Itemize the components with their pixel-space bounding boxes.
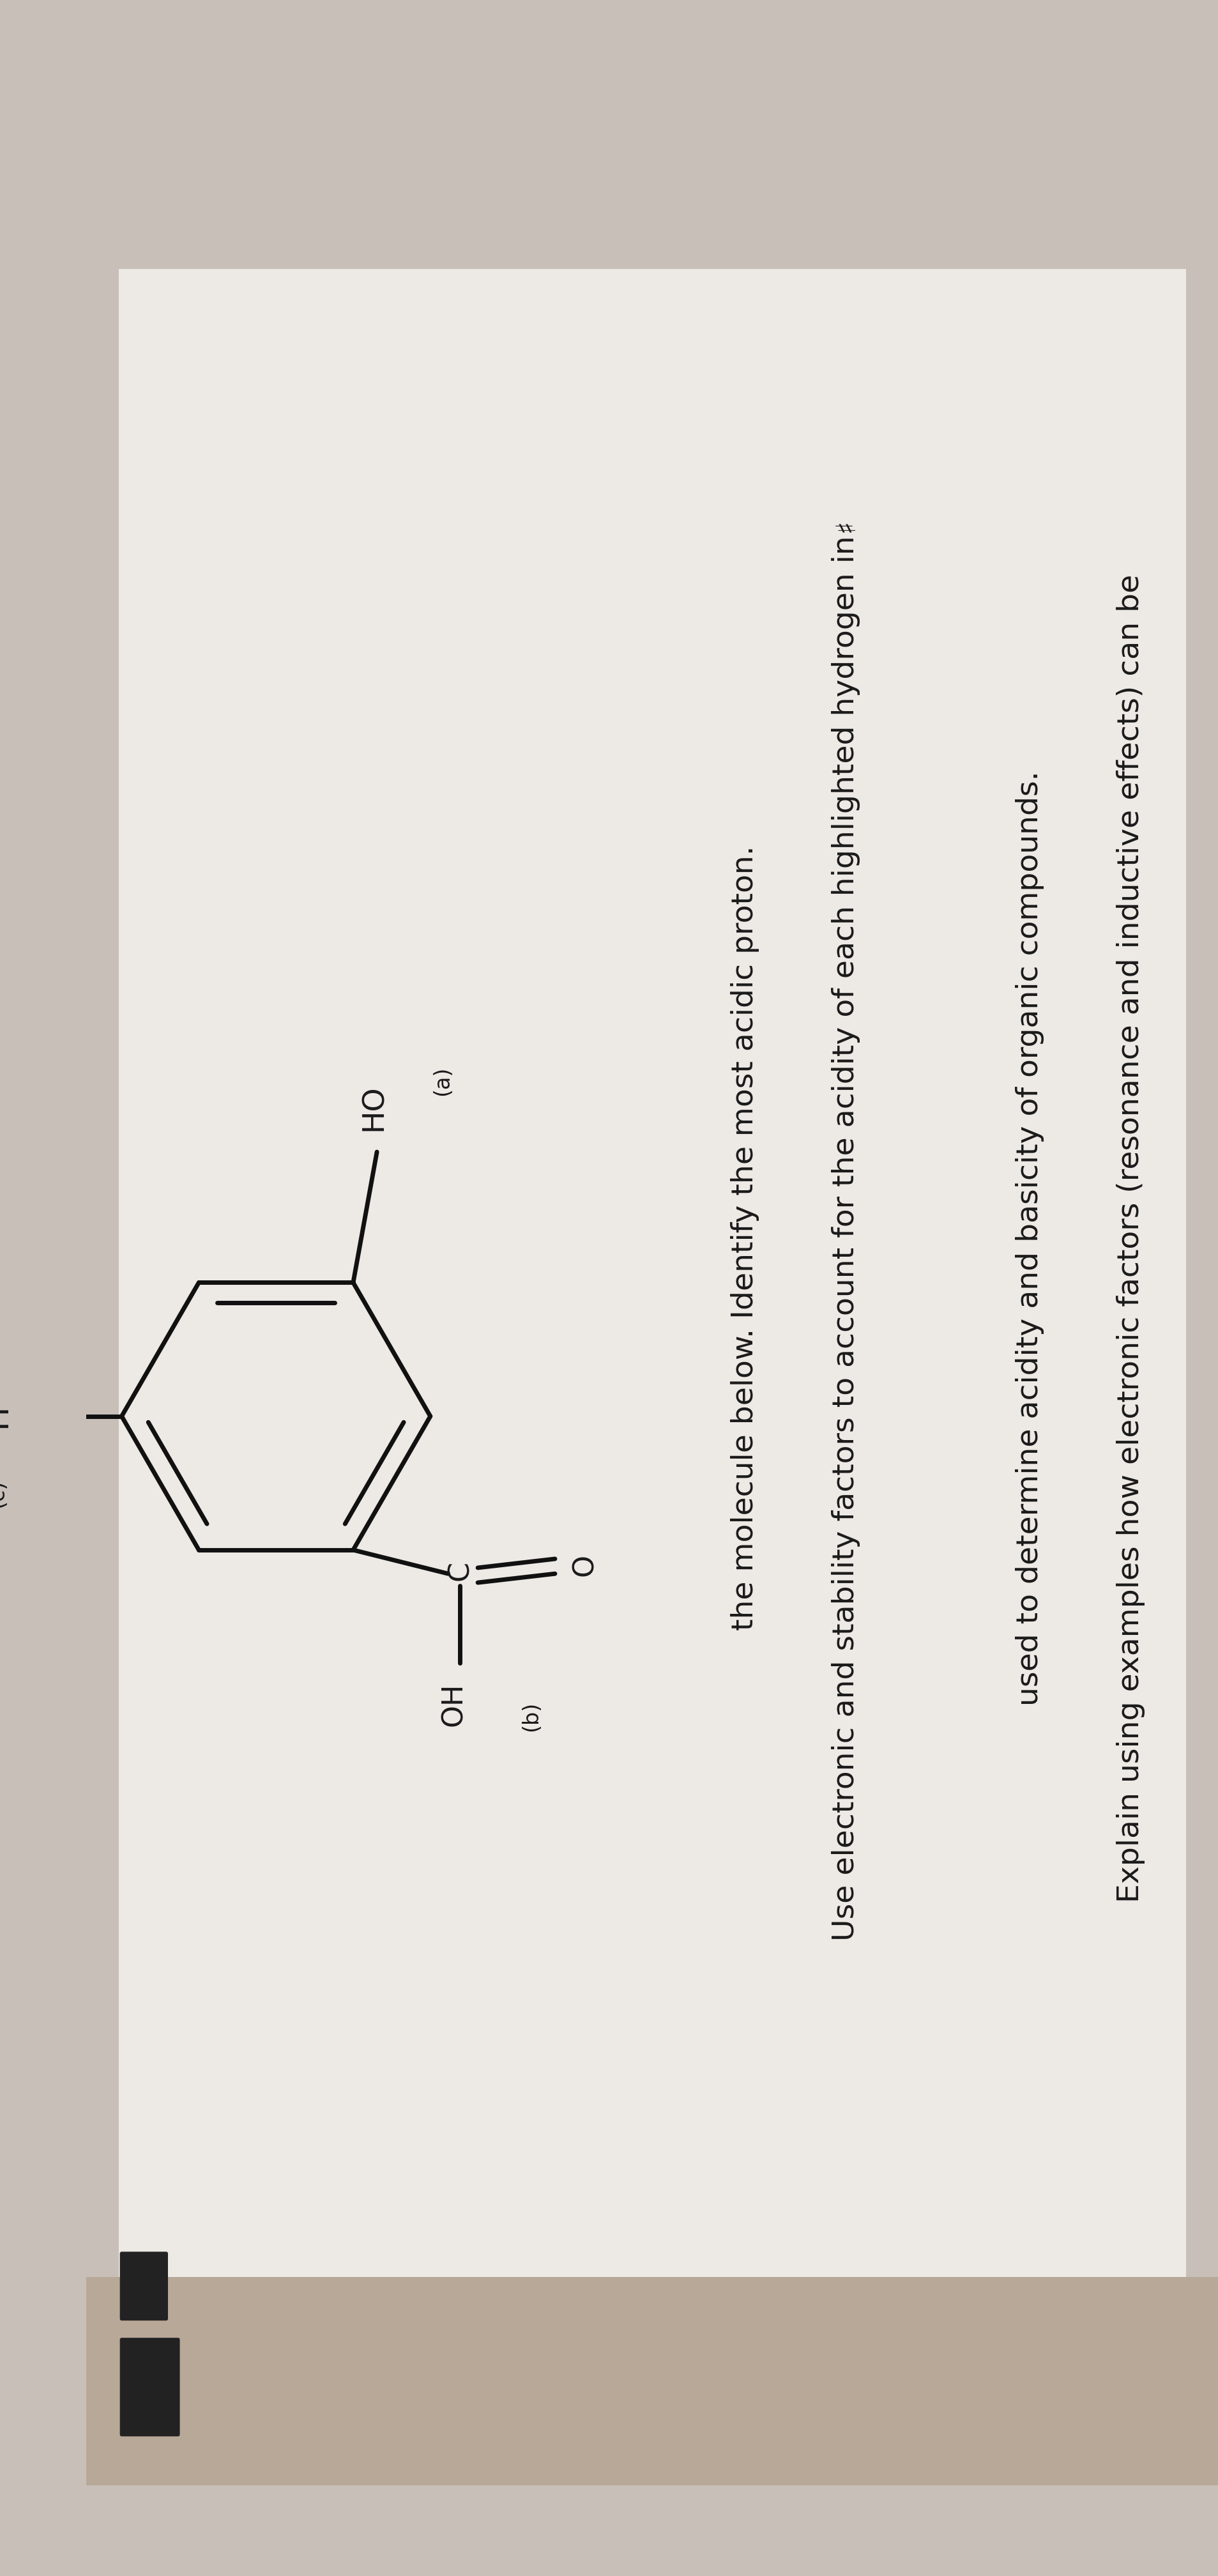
Text: used to determine acidity and basicity of organic compounds.: used to determine acidity and basicity o… [1015, 770, 1044, 1705]
Text: Explain using examples how electronic factors (resonance and inductive effects) : Explain using examples how electronic fa… [1116, 574, 1145, 1901]
FancyBboxPatch shape [118, 268, 1185, 2367]
Text: Use electronic and stability factors to account for the acidity of each highligh: Use electronic and stability factors to … [831, 536, 860, 1940]
Text: H: H [0, 1404, 12, 1427]
Text: C: C [446, 1561, 474, 1582]
FancyBboxPatch shape [119, 2251, 168, 2321]
Text: (a): (a) [431, 1066, 453, 1095]
FancyBboxPatch shape [86, 2277, 1218, 2486]
FancyBboxPatch shape [119, 2339, 180, 2437]
Text: (b): (b) [520, 1700, 542, 1731]
Text: ♯: ♯ [832, 520, 859, 533]
Text: the molecule below. Identify the most acidic proton.: the molecule below. Identify the most ac… [731, 845, 759, 1631]
Text: OH: OH [440, 1682, 468, 1726]
Text: (c): (c) [0, 1479, 7, 1507]
Text: O: O [571, 1553, 598, 1577]
Text: HO: HO [359, 1084, 389, 1131]
